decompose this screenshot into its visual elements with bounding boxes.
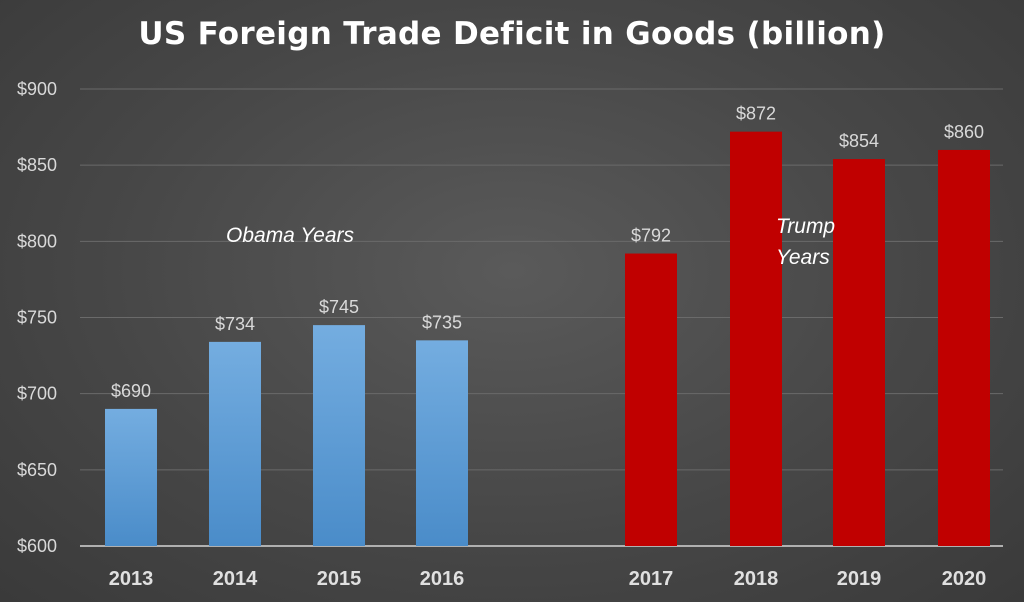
bars <box>105 131 990 547</box>
x-tick-label: 2014 <box>213 568 258 590</box>
bar-2019 <box>833 159 885 546</box>
annotation-text: Trump <box>776 215 835 238</box>
x-tick-label: 2018 <box>734 568 779 590</box>
y-tick-label: $900 <box>17 79 57 99</box>
data-label: $690 <box>111 381 151 401</box>
bar-2017 <box>625 253 677 546</box>
chart-title: US Foreign Trade Deficit in Goods (billi… <box>138 16 886 52</box>
bar-2013 <box>105 408 157 546</box>
data-label: $872 <box>736 104 776 124</box>
y-tick-label: $800 <box>17 231 57 251</box>
data-label: $735 <box>422 312 462 332</box>
x-tick-label: 2017 <box>629 568 674 590</box>
x-tick-label: 2020 <box>942 568 987 590</box>
y-tick-label: $650 <box>17 460 57 480</box>
y-tick-label: $750 <box>17 308 57 328</box>
axis-ticks: $600 $650 $700 $750 $800 $850 $900 2013 2014 2015… <box>17 79 986 590</box>
data-label: $734 <box>215 314 255 334</box>
annotation-text: Obama Years <box>226 224 355 247</box>
bar-2018 <box>730 131 782 547</box>
bar-2014 <box>209 341 261 546</box>
x-tick-label: 2016 <box>420 568 465 590</box>
annotation-text: Years <box>776 246 830 269</box>
data-labels: $690 $734 $745 $735 $792 $872 $854 $860 <box>111 104 984 401</box>
data-label: $745 <box>319 297 359 317</box>
y-tick-label: $850 <box>17 155 57 175</box>
bar-2020 <box>938 149 990 546</box>
x-tick-label: 2019 <box>837 568 882 590</box>
data-label: $854 <box>839 131 879 151</box>
bar-2015 <box>313 325 365 546</box>
data-label: $860 <box>944 122 984 142</box>
y-tick-label: $700 <box>17 384 57 404</box>
x-tick-label: 2013 <box>109 568 154 590</box>
data-label: $792 <box>631 226 671 246</box>
y-tick-label: $600 <box>17 536 57 556</box>
x-tick-label: 2015 <box>317 568 362 590</box>
annotations: Obama Years Trump Years <box>226 215 835 269</box>
bar-2016 <box>416 340 468 546</box>
